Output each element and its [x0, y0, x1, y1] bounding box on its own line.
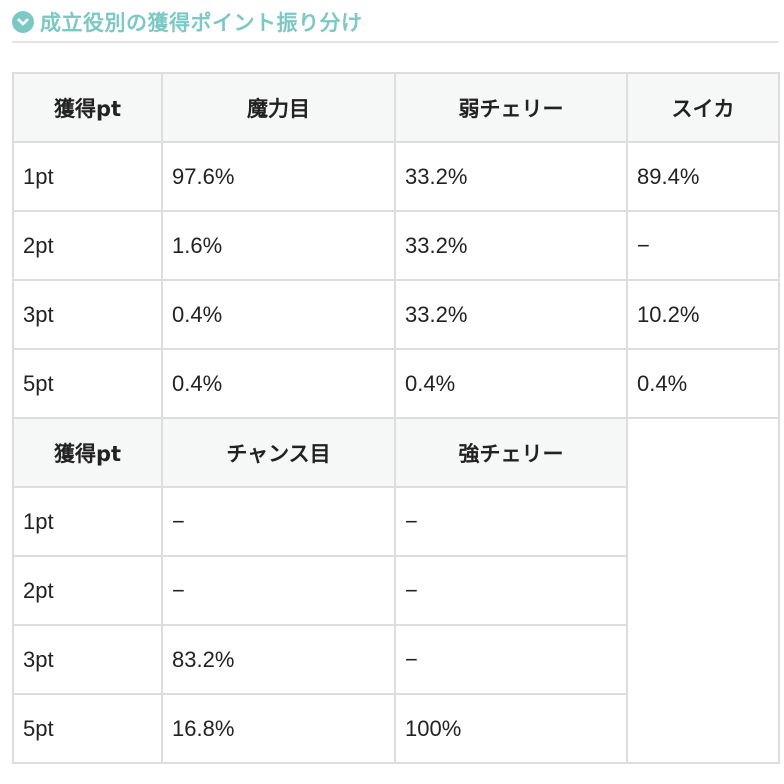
section-title-text: 成立役別の獲得ポイント振り分け — [40, 11, 363, 35]
table-cell: 97.6% — [161, 141, 396, 212]
table-cell: 33.2% — [394, 141, 628, 212]
table-cell: 1pt — [12, 486, 163, 557]
table-cell: 89.4% — [626, 141, 780, 212]
chevron-down-circle-icon — [12, 11, 34, 33]
table-cell: 3pt — [12, 624, 163, 695]
table-cell: − — [394, 486, 628, 557]
table-cell: 2pt — [12, 210, 163, 281]
table-cell: 100% — [394, 693, 628, 764]
title-divider — [12, 41, 778, 43]
table-cell: 3pt — [12, 279, 163, 350]
table-row: 2pt − − — [12, 555, 779, 626]
table-row: 3pt 83.2% − — [12, 624, 779, 695]
table-cell: − — [394, 624, 628, 695]
table-cell: − — [626, 210, 780, 281]
table-cell: − — [394, 555, 628, 626]
header-row: 獲得pt チャンス目 強チェリー — [12, 417, 780, 764]
column-header: 獲得pt — [12, 417, 163, 488]
table-cell: − — [161, 555, 396, 626]
header-row: 獲得pt 魔力目 弱チェリー スイカ — [12, 72, 780, 143]
table-cell: 1pt — [12, 141, 163, 212]
table-cell: 5pt — [12, 693, 163, 764]
table-cell: 33.2% — [394, 210, 628, 281]
table-cell: 16.8% — [161, 693, 396, 764]
column-header: 獲得pt — [12, 72, 163, 143]
table-cell: 0.4% — [626, 348, 780, 419]
column-header: スイカ — [626, 72, 780, 143]
column-header: 弱チェリー — [394, 72, 628, 143]
points-table: 獲得pt 魔力目 弱チェリー スイカ 1pt 97.6% 33.2% 89.4% 2pt 1.6%… — [12, 72, 780, 764]
table-cell: 1.6% — [161, 210, 396, 281]
table-row: 3pt 0.4% 33.2% 10.2% — [12, 279, 780, 350]
empty-cell — [626, 417, 780, 764]
table-cell: 5pt — [12, 348, 163, 419]
table-cell: 2pt — [12, 555, 163, 626]
table-row: 2pt 1.6% 33.2% − — [12, 210, 780, 281]
table-row: 1pt − − — [12, 486, 779, 557]
table-cell: 10.2% — [626, 279, 780, 350]
table-cell: 33.2% — [394, 279, 628, 350]
column-header: チャンス目 — [161, 417, 396, 488]
table-row: 5pt 0.4% 0.4% 0.4% — [12, 348, 780, 419]
table-cell: 0.4% — [161, 279, 396, 350]
column-header: 魔力目 — [161, 72, 396, 143]
table-cell: 83.2% — [161, 624, 396, 695]
table-cell: 0.4% — [161, 348, 396, 419]
table-cell: 0.4% — [394, 348, 628, 419]
table-cell: − — [161, 486, 396, 557]
section-title: 成立役別の獲得ポイント振り分け — [12, 4, 363, 40]
column-header: 強チェリー — [394, 417, 628, 488]
table-row: 1pt 97.6% 33.2% 89.4% — [12, 141, 780, 212]
table-row: 5pt 16.8% 100% — [12, 693, 779, 764]
